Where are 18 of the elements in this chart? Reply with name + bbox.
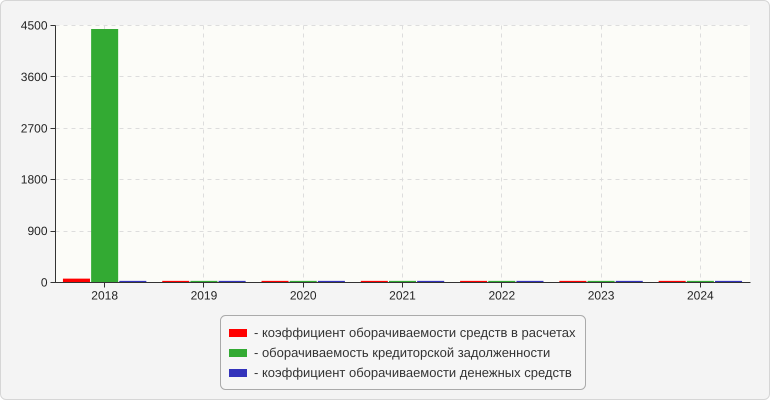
x-tick-label: 2021 [389, 288, 416, 302]
x-tick-label: 2020 [290, 288, 317, 302]
x-tick-label: 2019 [190, 288, 218, 302]
y-tick-label: 3600 [20, 70, 48, 84]
y-tick-label: 4500 [20, 18, 48, 32]
y-tick-label: 2700 [20, 121, 48, 136]
y-tick-label: 0 [40, 276, 48, 290]
x-tick-label: 2023 [588, 288, 615, 302]
y-tick-label: 900 [27, 224, 48, 238]
legend-label: - коэффициент оборачиваемости денежных средств [254, 365, 572, 380]
x-tick-label: 2024 [687, 288, 714, 302]
legend-label: - оборачиваемость кредиторской задолженности [254, 345, 550, 360]
x-tick-label: 2018 [91, 288, 118, 302]
bar [62, 278, 90, 282]
x-tick-label: 2022 [488, 288, 516, 302]
legend-label: - коэффициент оборачиваемости средств в расчетах [254, 325, 576, 340]
y-tick-label: 1800 [20, 172, 48, 187]
bar [91, 29, 118, 282]
